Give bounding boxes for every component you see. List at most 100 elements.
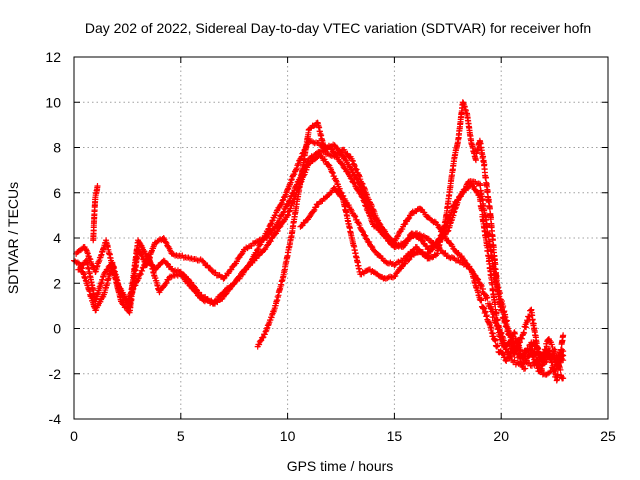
data-point-track-d — [259, 334, 266, 341]
data-point-track-d — [351, 161, 358, 168]
data-point-track-e — [511, 351, 518, 358]
data-point-track-a — [243, 244, 250, 251]
data-point-track-c — [146, 257, 153, 264]
data-point-track-a — [478, 283, 485, 290]
data-point-track-d — [363, 190, 370, 197]
data-point-track-a — [475, 276, 482, 283]
y-tick-label: 6 — [53, 185, 61, 201]
data-point-track-b — [336, 185, 343, 192]
data-point-track-c — [222, 291, 229, 298]
data-point-track-a — [252, 239, 259, 246]
x-tick-label: 20 — [493, 428, 509, 444]
data-point-track-e — [503, 317, 510, 324]
x-tick-label: 0 — [70, 428, 78, 444]
x-axis-label: GPS time / hours — [287, 458, 394, 474]
data-point-track-c — [288, 177, 295, 184]
data-point-track-c — [560, 357, 567, 364]
data-point-track-d — [403, 239, 410, 246]
data-point-track-b — [560, 375, 567, 382]
y-tick-label: 4 — [53, 230, 61, 246]
data-point-track-c — [488, 324, 495, 331]
data-point-track-a — [522, 365, 529, 372]
data-point-track-c — [504, 355, 511, 362]
data-point-track-d — [262, 328, 269, 335]
data-point-track-d — [494, 317, 501, 324]
data-point-track-d — [423, 242, 430, 249]
data-point-track-a — [484, 294, 491, 301]
data-point-track-d — [388, 236, 395, 243]
data-point-track-e — [514, 343, 521, 350]
data-point-track-b — [141, 261, 148, 268]
data-point-track-a — [344, 168, 351, 175]
data-point-track-c — [405, 215, 412, 222]
data-point-track-a — [228, 266, 235, 273]
data-point-track-b — [390, 260, 397, 267]
data-point-track-e — [558, 347, 565, 354]
data-point-track-c — [269, 217, 276, 224]
data-point-track-c — [478, 297, 485, 304]
y-tick-label: 10 — [45, 94, 61, 110]
data-point-track-c — [295, 160, 302, 167]
data-point-track-e — [312, 204, 319, 211]
data-point-track-a — [289, 190, 296, 197]
data-point-track-c — [255, 245, 262, 252]
data-point-track-a — [347, 175, 354, 182]
data-point-track-b — [139, 264, 146, 271]
data-point-track-b — [325, 161, 332, 168]
data-point-track-d — [455, 197, 462, 204]
data-point-track-d — [492, 301, 499, 308]
data-point-track-d — [360, 184, 367, 191]
data-point-track-e — [507, 334, 514, 341]
data-point-track-e — [402, 260, 409, 267]
data-point-track-c — [196, 289, 203, 296]
y-tick-label: 8 — [53, 140, 61, 156]
x-tick-label: 10 — [280, 428, 296, 444]
data-point-track-a — [308, 153, 315, 160]
data-point-track-b — [84, 249, 91, 256]
y-tick-label: 12 — [45, 49, 61, 65]
data-point-track-c — [493, 343, 500, 350]
data-point-track-c — [293, 165, 300, 172]
data-point-spike — [94, 182, 101, 189]
y-tick-label: 0 — [53, 321, 61, 337]
data-point-track-d — [548, 341, 555, 348]
axis-ticks: 0 5 10 15 20 25 -4 -2 0 2 4 6 8 10 12 — [45, 49, 616, 444]
data-point-track-d — [356, 172, 363, 179]
data-point-track-c — [278, 201, 285, 208]
data-point-track-a — [200, 258, 207, 265]
data-point-track-b — [87, 256, 94, 263]
data-point-track-a — [479, 286, 486, 293]
data-point-track-a — [245, 243, 252, 250]
data-point-track-c — [265, 226, 272, 233]
data-point-track-d — [418, 236, 425, 243]
data-point-track-e — [482, 174, 489, 181]
data-point-track-a — [206, 264, 213, 271]
data-point-track-d — [349, 157, 356, 164]
data-point-track-e — [497, 290, 504, 297]
data-point-track-d — [368, 203, 375, 210]
data-point-track-c — [279, 197, 286, 204]
data-point-track-c — [145, 256, 152, 263]
data-point-track-b — [267, 238, 274, 245]
data-point-track-a — [486, 300, 493, 307]
data-point-track-d — [520, 355, 527, 362]
data-point-track-b — [135, 275, 142, 282]
data-point-track-e — [490, 244, 497, 251]
data-points — [71, 99, 567, 384]
data-point-track-d — [341, 146, 348, 153]
data-point-track-e — [551, 368, 558, 375]
data-point-track-d — [353, 166, 360, 173]
data-point-track-b — [276, 224, 283, 231]
data-point-track-d — [537, 363, 544, 370]
chart-title: Day 202 of 2022, Sidereal Day-to-day VTE… — [85, 20, 591, 36]
data-point-track-e — [560, 332, 567, 339]
data-point-track-e — [406, 256, 413, 263]
y-axis-label: SDTVAR / TECUs — [5, 182, 21, 294]
data-point-track-d — [336, 150, 343, 157]
data-point-track-e — [518, 335, 525, 342]
data-point-track-b — [85, 253, 92, 260]
data-point-track-b — [329, 170, 336, 177]
data-point-track-b — [359, 228, 366, 235]
data-point-track-a — [212, 269, 219, 276]
data-point-track-d — [459, 189, 466, 196]
